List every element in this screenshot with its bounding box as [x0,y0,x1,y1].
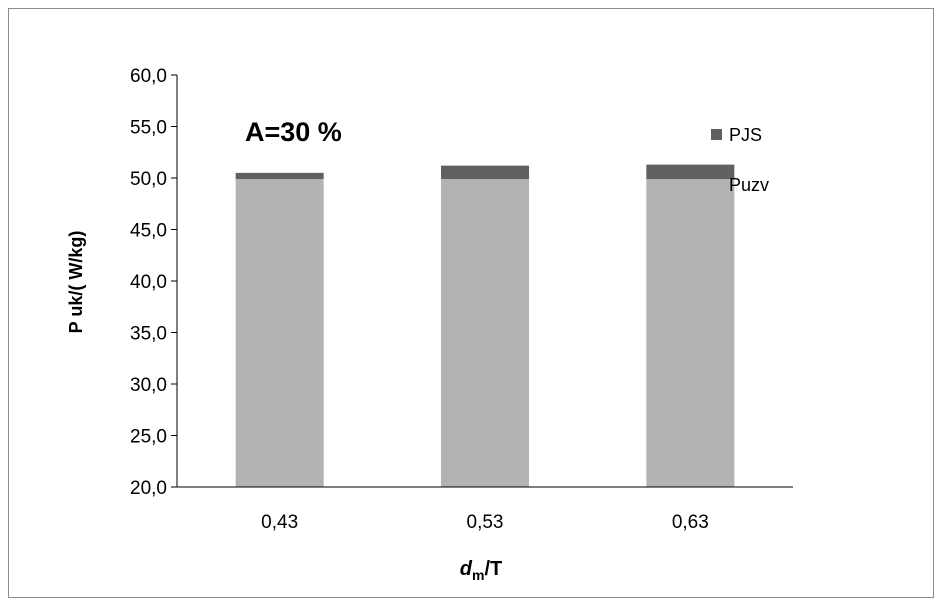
y-tick-label: 20,0 [130,478,167,499]
chart-annotation: A=30 % [245,117,342,147]
y-tick-label: 30,0 [130,375,167,396]
y-tick-label: 35,0 [130,324,167,345]
bar-puzv-2 [441,179,529,487]
y-tick-label: 25,0 [130,427,167,448]
bar-puzv-1 [235,179,324,487]
x-axis-label-subscript: m [472,567,484,583]
legend-label-puzv: Puzv [729,175,769,195]
y-tick-label: 60,0 [130,66,167,87]
legend: PJS Puzv [711,125,769,195]
legend-label-pjs: PJS [729,125,762,145]
bars [235,164,735,487]
bar-pjs-2 [441,165,529,180]
y-axis-ticks: 20,0 25,0 30,0 35,0 40,0 45,0 50,0 55,0 60,0 [130,66,177,499]
legend-swatch-pjs [711,129,722,140]
x-tick-label: 0,63 [672,512,709,533]
x-tick-label: 0,43 [261,512,298,533]
bar-pjs-3 [646,164,735,180]
bar-puzv-3 [646,179,735,487]
legend-swatch-puzv [711,179,722,190]
x-axis-ticks: 0,43 0,53 0,63 [261,512,709,533]
bar-pjs-1 [235,172,324,180]
x-axis-label: dm/T [460,558,502,583]
y-tick-label: 45,0 [130,221,167,242]
y-tick-label: 55,0 [130,118,167,139]
y-tick-label: 50,0 [130,169,167,190]
x-axis-label-main: d [460,558,473,580]
y-tick-label: 40,0 [130,272,167,293]
x-tick-label: 0,53 [467,512,504,533]
x-axis-label-rest: /T [484,558,502,580]
y-axis-label: P uk/( W/kg) [66,231,86,334]
